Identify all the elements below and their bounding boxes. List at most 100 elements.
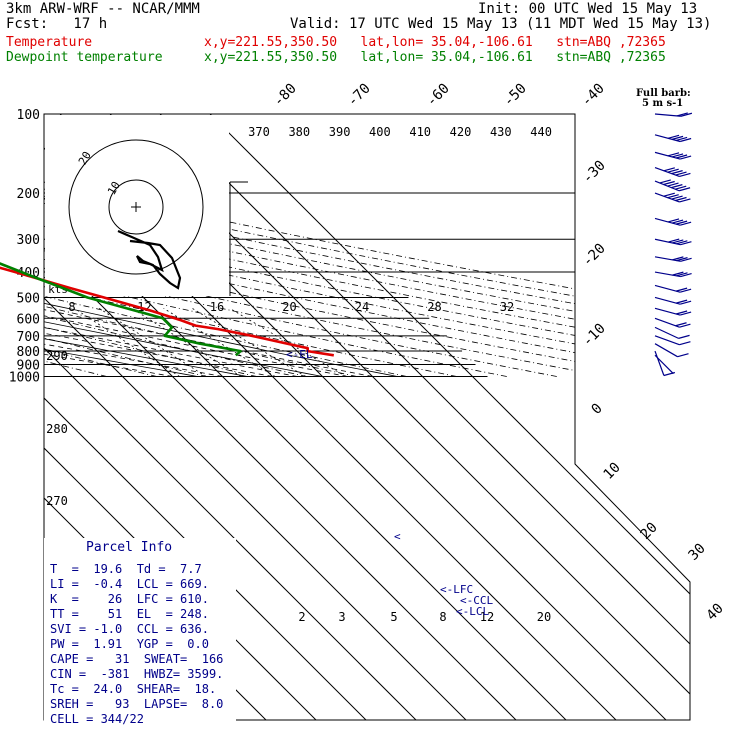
wind-barb	[654, 335, 691, 346]
wind-barb-flag	[680, 241, 692, 246]
wind-barb-flag	[667, 218, 680, 223]
mixing-ratio-label: 12	[480, 610, 494, 624]
wind-barb	[654, 284, 692, 293]
isotherm-label: 20	[638, 520, 661, 543]
lfc-marker: <-LFC	[440, 583, 473, 596]
sounding-traces	[0, 262, 335, 357]
wind-barb-shaft	[654, 217, 681, 226]
parcel-row: SREH = 93 LAPSE= 8.0	[50, 697, 224, 711]
wind-barb-flag	[679, 300, 692, 305]
pressure-tick-label: 700	[17, 330, 40, 345]
isotherm-label: 40	[704, 601, 727, 624]
parcel-row: TT = 51 EL = 248.	[50, 607, 209, 621]
parcel-row: PW = 1.91 YGP = 0.0	[50, 637, 209, 651]
isotherm-label: 0	[589, 401, 606, 418]
dewpoint-location: x,y=221.55,350.50 lat,lon= 35.04,-106.61…	[204, 50, 666, 65]
wind-barb-flag	[663, 371, 676, 377]
wind-barb-flag	[671, 195, 683, 200]
temperature-trace	[0, 266, 335, 357]
wind-barb-flag	[659, 179, 671, 184]
parcel-row: Tc = 24.0 SHEAR= 18.	[50, 682, 217, 696]
wind-barb-flag	[679, 137, 692, 143]
wind-barb	[654, 296, 692, 305]
isotherm-label: 10	[601, 460, 624, 483]
wind-barb-shaft	[654, 167, 680, 178]
wind-barb-flag	[679, 323, 691, 328]
pressure-tick-label: 300	[17, 233, 40, 248]
wind-barb-flag	[667, 152, 680, 157]
wind-barb-shaft	[654, 134, 681, 143]
wind-barb-flag	[679, 172, 691, 178]
wind-barb-flag	[676, 257, 688, 262]
wind-barb	[654, 217, 692, 226]
wind-barb-flag	[679, 341, 691, 346]
hodograph-ring-label: 10	[105, 179, 123, 197]
pressure-tick-label: 200	[17, 187, 40, 202]
wind-barb-flag	[676, 240, 688, 245]
isotherm-label: -30	[580, 158, 609, 187]
theta-label: 430	[490, 125, 512, 139]
wind-barb-flag	[671, 184, 683, 189]
wind-barb-shaft	[654, 271, 681, 278]
wind-barb-shaft	[654, 296, 681, 305]
wind-barb-flag	[680, 257, 692, 262]
wind-barb-flag	[679, 198, 691, 203]
parcel-row: T = 19.6 Td = 7.7	[50, 562, 202, 576]
wind-barb-shaft	[654, 317, 680, 328]
isotherm-line	[159, 114, 690, 720]
forecast-hour: Fcst: 17 h	[6, 16, 108, 32]
wind-barb	[654, 326, 690, 339]
mixing-ratio-label: 2	[298, 610, 305, 624]
wind-barb-flag	[678, 334, 690, 339]
dewpoint-trace	[0, 262, 242, 357]
hodograph-ring	[108, 179, 164, 235]
speed-scale-label: 16	[210, 300, 224, 314]
wind-barb	[654, 350, 676, 377]
dry-adiabat-line	[44, 114, 457, 377]
wind-barb-flag	[663, 167, 675, 172]
theta-label: 380	[288, 125, 310, 139]
pressure-tick-label: 900	[17, 358, 40, 373]
isotherm-label: -40	[579, 81, 608, 110]
theta-label: 400	[369, 125, 391, 139]
wind-barb-flag	[675, 154, 688, 159]
moist-adiabat-line	[44, 277, 223, 377]
hodograph-background	[45, 115, 229, 296]
temperature-legend: Temperature	[6, 35, 93, 50]
hodograph-trace	[117, 229, 182, 290]
isotherm-label: 30	[686, 541, 709, 564]
wind-barb-flag	[679, 311, 692, 316]
mixing-ratio-line	[98, 307, 207, 377]
parcel-row: CAPE = 31 SWEAT= 166	[50, 652, 224, 666]
wind-barb-flag	[671, 219, 684, 224]
wind-barb-flag	[671, 135, 684, 140]
parcel-level-marker: <	[394, 530, 401, 543]
wind-barb	[654, 179, 691, 192]
temperature-location: x,y=221.55,350.50 lat,lon= 35.04,-106.61…	[204, 35, 666, 50]
dry-adiabat-line	[44, 114, 157, 377]
dewpoint-legend: Dewpoint temperature	[6, 50, 163, 65]
wind-barb	[654, 112, 693, 117]
lcl-marker: <-LCL	[456, 605, 489, 618]
wind-barb-flag	[671, 170, 683, 175]
moist-adiabat-line	[0, 283, 740, 377]
wind-barb-flag	[679, 221, 692, 226]
model-title: 3km ARW-WRF -- NCAR/MMM	[6, 1, 200, 17]
isotherm-label: -50	[501, 81, 530, 110]
wind-barb-shaft	[654, 350, 665, 376]
wind-barb-shaft	[654, 256, 681, 262]
ccl-marker: <-CCL	[460, 594, 493, 607]
parcel-row: LI = -0.4 LCL = 669.	[50, 577, 209, 591]
wind-barb-flag	[663, 192, 675, 197]
mixing-ratio-label: 8	[439, 610, 446, 624]
speed-scale-label: 28	[427, 300, 441, 314]
dry-adiabat-line	[44, 114, 207, 377]
wind-barb-flag	[671, 153, 684, 158]
wind-barb-flag	[668, 238, 680, 243]
mixing-ratio-line	[131, 307, 242, 377]
mixing-ratio-label: 5	[390, 610, 397, 624]
wind-barb-flag	[667, 182, 679, 187]
wind-barb-flag	[678, 187, 691, 192]
wind-barb-shaft	[654, 343, 678, 358]
